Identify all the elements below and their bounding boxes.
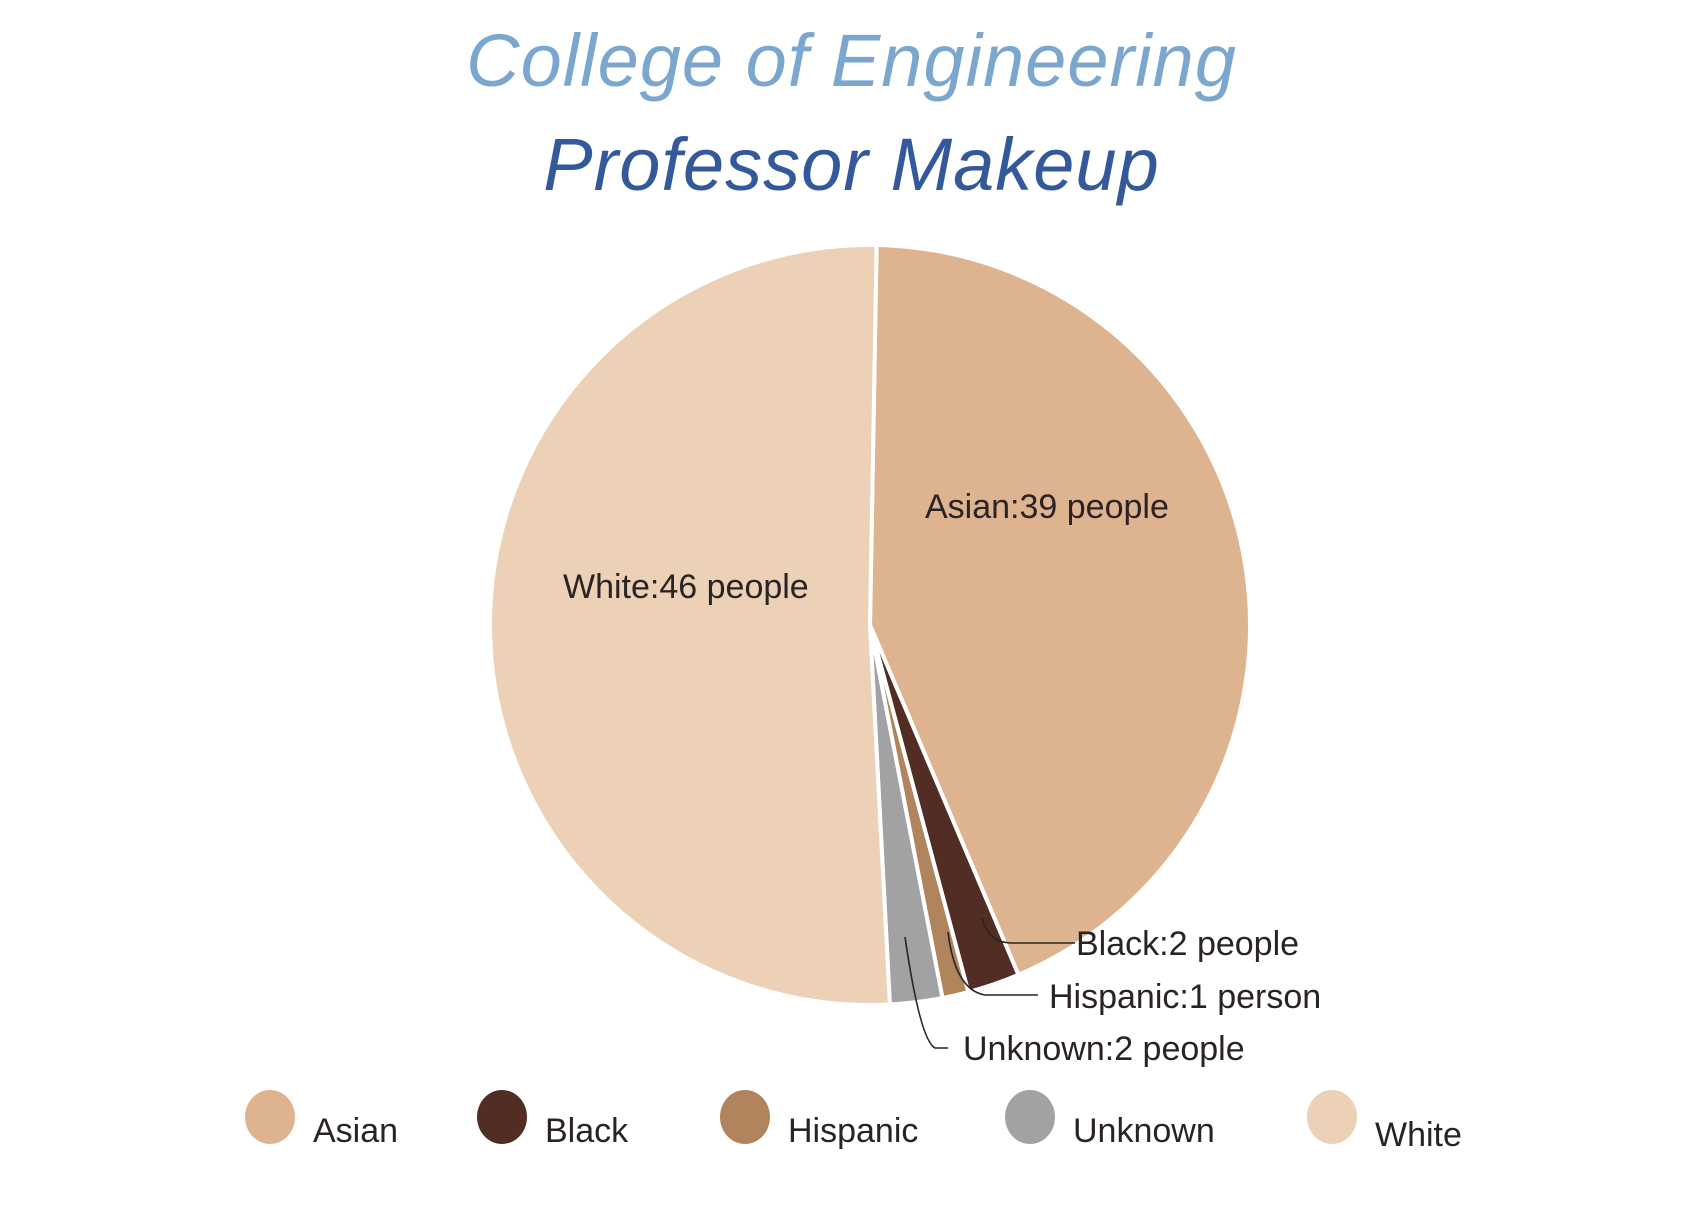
legend-label: Hispanic bbox=[788, 1112, 919, 1150]
pie-slice-asian[interactable] bbox=[868, 243, 1252, 977]
legend-swatch-hispanic bbox=[720, 1090, 770, 1144]
slice-label-unknown: Unknown:2 people bbox=[963, 1030, 1245, 1068]
chart-title-line1: College of Engineering bbox=[466, 19, 1237, 102]
slice-label-black: Black:2 people bbox=[1076, 925, 1299, 963]
pie-slices bbox=[488, 243, 1252, 1007]
legend: Asian Black Hispanic Unknown White bbox=[245, 1090, 1505, 1170]
legend-item-hispanic[interactable]: Hispanic bbox=[720, 1090, 918, 1151]
legend-item-unknown[interactable]: Unknown bbox=[1005, 1090, 1215, 1151]
leader-line-hispanic bbox=[947, 931, 1038, 996]
legend-label: Unknown bbox=[1073, 1112, 1215, 1150]
legend-label: White bbox=[1375, 1116, 1462, 1154]
legend-swatch-asian bbox=[245, 1090, 295, 1144]
legend-item-white[interactable]: White bbox=[1307, 1090, 1462, 1155]
legend-item-black[interactable]: Black bbox=[477, 1090, 628, 1151]
legend-label: Asian bbox=[313, 1112, 399, 1150]
leader-line-black bbox=[981, 917, 1075, 944]
slice-label-asian: Asian:39 people bbox=[925, 488, 1169, 526]
legend-swatch-white bbox=[1307, 1090, 1357, 1144]
leader-line-unknown bbox=[904, 936, 948, 1049]
pie-slice-white[interactable] bbox=[488, 243, 892, 1007]
chart-title-line2: Professor Makeup bbox=[543, 123, 1160, 206]
legend-item-asian[interactable]: Asian bbox=[245, 1090, 398, 1151]
legend-swatch-unknown bbox=[1005, 1090, 1055, 1144]
leader-lines bbox=[904, 917, 1075, 1049]
legend-swatch-black bbox=[477, 1090, 527, 1144]
slice-label-white: White:46 people bbox=[563, 568, 809, 606]
legend-label: Black bbox=[545, 1112, 629, 1150]
slice-label-hispanic: Hispanic:1 person bbox=[1049, 978, 1321, 1016]
